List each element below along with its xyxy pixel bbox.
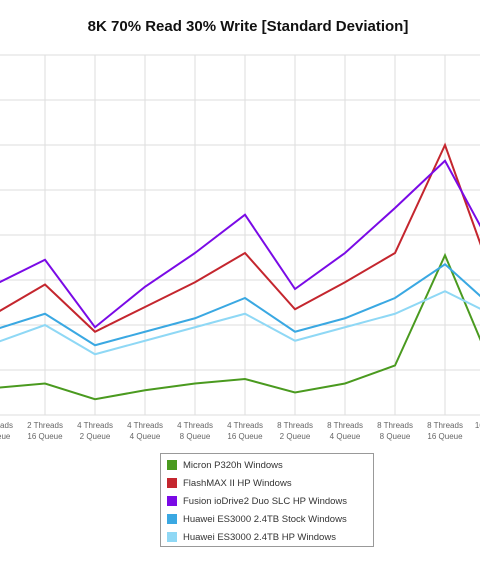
series-line bbox=[0, 142, 480, 333]
x-tick-label: 4 Threads 16 Queue bbox=[227, 421, 263, 441]
x-tick-label: 8 Threads 8 Queue bbox=[377, 421, 413, 441]
x-tick-label: 4 Threads 8 Queue bbox=[177, 421, 213, 441]
legend-item: Huawei ES3000 2.4TB HP Windows bbox=[167, 528, 367, 546]
x-tick-label: 4 Threads 2 Queue bbox=[77, 421, 113, 441]
legend-item: Huawei ES3000 2.4TB Stock Windows bbox=[167, 510, 367, 528]
legend-label: Fusion ioDrive2 Duo SLC HP Windows bbox=[183, 495, 348, 507]
legend-swatch bbox=[167, 496, 177, 506]
legend-item: Micron P320h Windows bbox=[167, 456, 367, 474]
x-tick-label: 8 Threads 4 Queue bbox=[327, 421, 363, 441]
series-line bbox=[0, 290, 480, 356]
legend-swatch bbox=[167, 514, 177, 524]
legend-swatch bbox=[167, 532, 177, 542]
legend-label: Huawei ES3000 2.4TB Stock Windows bbox=[183, 513, 347, 525]
x-tick-label: 4 Threads 4 Queue bbox=[127, 421, 163, 441]
legend: Micron P320h Windows FlashMAX II HP Windo… bbox=[160, 453, 374, 547]
series-line bbox=[0, 159, 480, 329]
x-tick-label: 8 Threads 16 Queue bbox=[427, 421, 463, 441]
x-tick-label: 8 Threads 2 Queue bbox=[277, 421, 313, 441]
series-lines bbox=[0, 142, 480, 401]
legend-swatch bbox=[167, 478, 177, 488]
chart-title: 8K 70% Read 30% Write [Standard Deviatio… bbox=[87, 18, 409, 35]
series-line bbox=[0, 262, 480, 347]
legend-swatch bbox=[167, 460, 177, 470]
x-tick-label: 2 Threads 16 Queue bbox=[27, 421, 63, 441]
legend-label: Micron P320h Windows bbox=[183, 459, 283, 471]
legend-item: Fusion ioDrive2 Duo SLC HP Windows bbox=[167, 492, 367, 510]
grid-lines bbox=[0, 54, 480, 416]
series-line bbox=[0, 252, 480, 401]
legend-label: Huawei ES3000 2.4TB HP Windows bbox=[183, 531, 336, 543]
legend-item: FlashMAX II HP Windows bbox=[167, 474, 367, 492]
legend-label: FlashMAX II HP Windows bbox=[183, 477, 292, 489]
